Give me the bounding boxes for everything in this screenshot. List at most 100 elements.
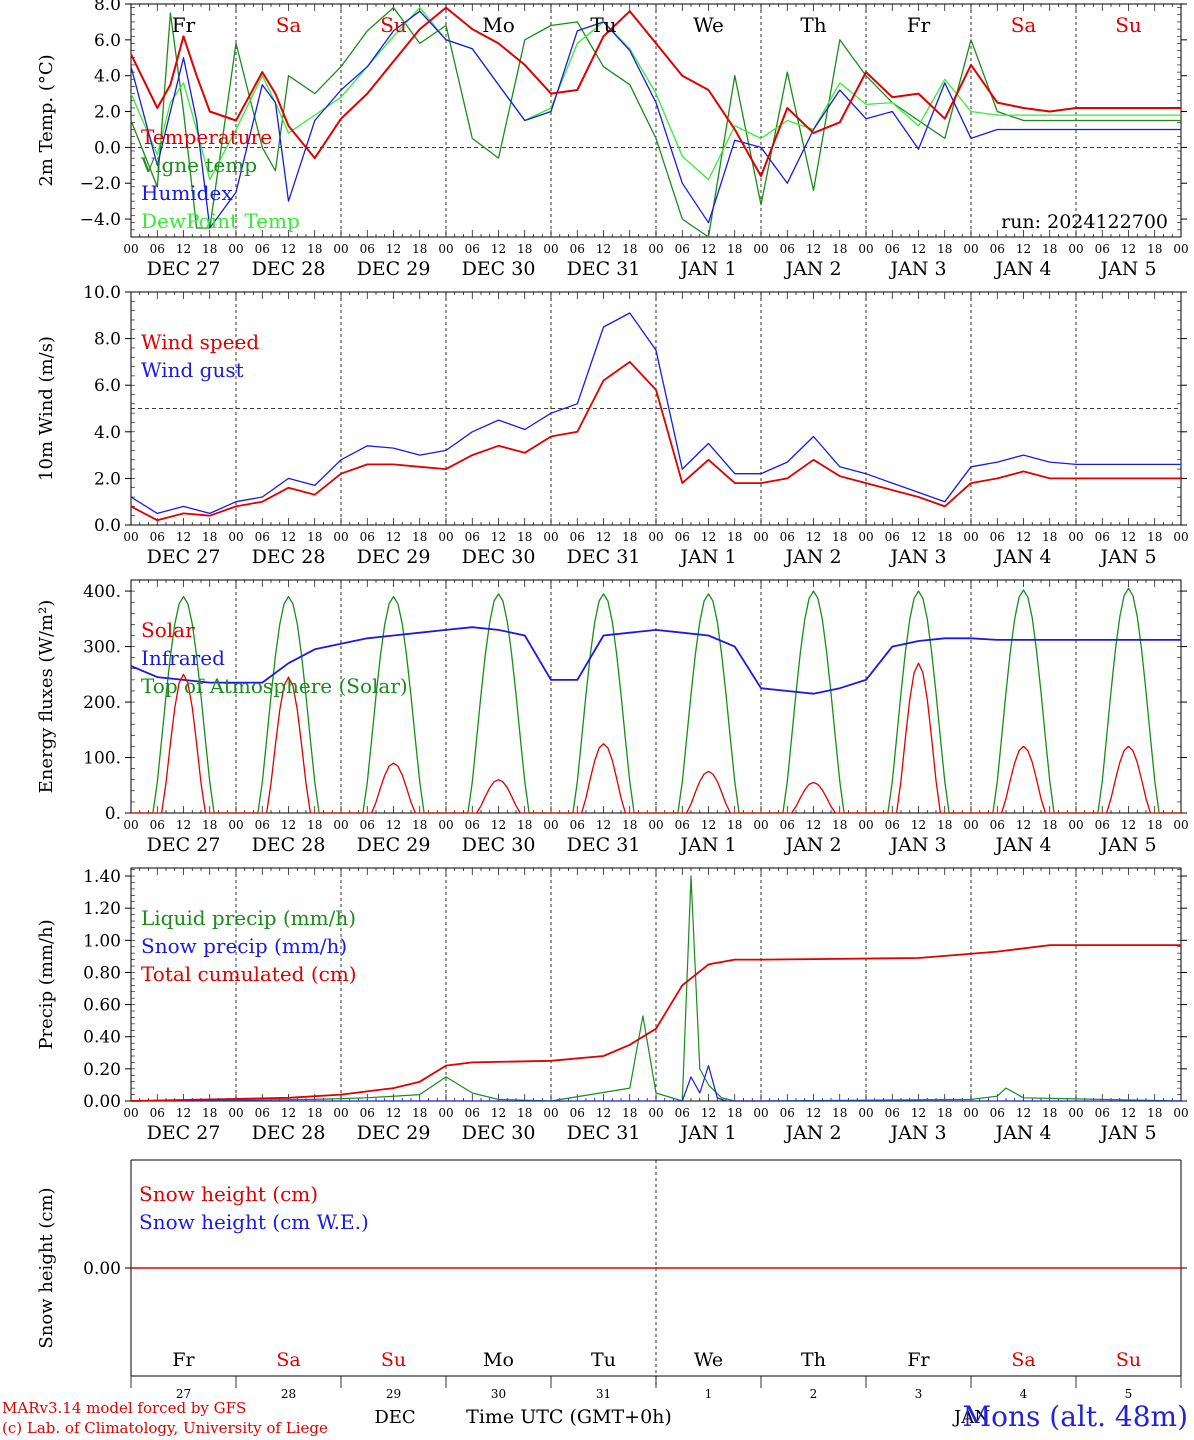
hour-tick-label: 00 xyxy=(438,242,453,256)
hour-tick-label: 06 xyxy=(150,1106,165,1120)
y-tick-label: 2.0 xyxy=(94,103,121,123)
hour-tick-label: 00 xyxy=(1068,1106,1083,1120)
hour-tick-label: 18 xyxy=(1042,1106,1057,1120)
date-label: DEC 30 xyxy=(462,834,536,856)
series-line-total-cumulated xyxy=(130,944,1181,1102)
hour-tick-label: 00 xyxy=(963,242,978,256)
legend-entry: Solar xyxy=(141,618,195,642)
hour-tick-label: 18 xyxy=(727,1106,742,1120)
series-line-vigne-temp xyxy=(130,6,1181,238)
hour-tick-label: 00 xyxy=(123,242,138,256)
hour-tick-label: 12 xyxy=(176,1106,191,1120)
hour-tick-label: 18 xyxy=(202,242,217,256)
date-label: JAN 2 xyxy=(783,546,841,568)
date-label: JAN 1 xyxy=(678,1122,736,1144)
date-label: JAN 4 xyxy=(993,1122,1051,1144)
hour-tick-label: 00 xyxy=(753,1106,768,1120)
hour-tick-label: 12 xyxy=(386,242,401,256)
y-axis-label: Energy fluxes (W/m²) xyxy=(36,600,57,794)
hour-tick-label: 12 xyxy=(1121,530,1136,544)
date-label: JAN 3 xyxy=(888,1122,946,1144)
hour-tick-label: 12 xyxy=(806,818,821,832)
y-tick-label: 100. xyxy=(83,749,121,769)
hour-tick-label: 12 xyxy=(911,818,926,832)
weekday-label: Th xyxy=(801,1349,826,1371)
hour-tick-label: 00 xyxy=(1173,530,1188,544)
weekday-label: Sa xyxy=(276,13,302,37)
date-label: JAN 3 xyxy=(888,834,946,856)
hour-tick-label: 00 xyxy=(963,530,978,544)
series-line-temperature xyxy=(130,6,1181,178)
hour-tick-label: 18 xyxy=(832,530,847,544)
hour-tick-label: 00 xyxy=(963,1106,978,1120)
hour-tick-label: 18 xyxy=(202,1106,217,1120)
hour-tick-label: 06 xyxy=(1095,530,1110,544)
legend-entry: Wind speed xyxy=(141,330,259,354)
hour-tick-label: 18 xyxy=(1147,818,1162,832)
y-tick-label: 200. xyxy=(83,693,121,713)
y-tick-label: 0.20 xyxy=(83,1060,121,1080)
hour-tick-label: 12 xyxy=(1016,530,1031,544)
date-label: JAN 1 xyxy=(678,834,736,856)
date-label: DEC 27 xyxy=(147,258,221,280)
hour-tick-label: 18 xyxy=(832,242,847,256)
hour-tick-label: 00 xyxy=(1068,530,1083,544)
date-label: JAN 5 xyxy=(1098,546,1156,568)
y-tick-label: 6.0 xyxy=(94,376,121,396)
date-label: DEC 29 xyxy=(357,258,431,280)
date-label: DEC 29 xyxy=(357,1122,431,1144)
hour-tick-label: 18 xyxy=(937,242,952,256)
hour-tick-label: 00 xyxy=(333,242,348,256)
credit-line-2: (c) Lab. of Climatology, University of L… xyxy=(2,1419,328,1437)
hour-tick-label: 18 xyxy=(307,530,322,544)
hour-tick-label: 06 xyxy=(675,530,690,544)
date-label: JAN 3 xyxy=(888,258,946,280)
hour-tick-label: 12 xyxy=(491,1106,506,1120)
hour-tick-label: 12 xyxy=(911,242,926,256)
hour-tick-label: 00 xyxy=(1068,818,1083,832)
hour-tick-label: 12 xyxy=(1016,242,1031,256)
hour-tick-label: 00 xyxy=(438,818,453,832)
day-number-label: 28 xyxy=(281,1387,296,1401)
day-number-label: 1 xyxy=(705,1387,713,1401)
hour-tick-label: 00 xyxy=(1173,242,1188,256)
y-tick-label: 0. xyxy=(105,804,121,824)
hour-tick-label: 18 xyxy=(937,818,952,832)
y-tick-label: 2.0 xyxy=(94,469,121,489)
hour-tick-label: 12 xyxy=(386,530,401,544)
hour-tick-label: 18 xyxy=(517,1106,532,1120)
hour-tick-label: 00 xyxy=(543,242,558,256)
hour-tick-label: 18 xyxy=(412,1106,427,1120)
hour-tick-label: 00 xyxy=(753,242,768,256)
hour-tick-label: 18 xyxy=(1042,242,1057,256)
y-tick-label: 0.60 xyxy=(83,996,121,1016)
hour-tick-label: 00 xyxy=(648,242,663,256)
run-label: run: 2024122700 xyxy=(1001,211,1168,233)
date-label: DEC 30 xyxy=(462,546,536,568)
hour-tick-label: 06 xyxy=(1095,1106,1110,1120)
date-label: JAN 1 xyxy=(678,546,736,568)
hour-tick-label: 00 xyxy=(648,530,663,544)
series-line-solar xyxy=(131,662,1181,814)
series-line-wind-gust xyxy=(130,312,1181,515)
date-label: JAN 2 xyxy=(783,258,841,280)
hour-tick-label: 06 xyxy=(885,818,900,832)
date-label: JAN 5 xyxy=(1098,1122,1156,1144)
hour-tick-label: 00 xyxy=(1068,242,1083,256)
hour-tick-label: 00 xyxy=(438,530,453,544)
hour-tick-label: 00 xyxy=(228,1106,243,1120)
date-label: JAN 4 xyxy=(993,546,1051,568)
hour-tick-label: 06 xyxy=(570,242,585,256)
series-line-wind-speed xyxy=(130,360,1181,522)
hour-tick-label: 00 xyxy=(543,818,558,832)
legend-entry: Total cumulated (cm) xyxy=(141,962,357,986)
hour-tick-label: 06 xyxy=(465,818,480,832)
date-label: DEC 31 xyxy=(567,1122,641,1144)
hour-tick-label: 00 xyxy=(858,242,873,256)
y-tick-label: 400. xyxy=(83,582,121,602)
hour-tick-label: 06 xyxy=(465,530,480,544)
hour-tick-label: 00 xyxy=(228,818,243,832)
legend-entry: Infrared xyxy=(141,646,225,670)
hour-tick-label: 12 xyxy=(491,242,506,256)
legend-entry: Snow height (cm) xyxy=(139,1182,318,1206)
